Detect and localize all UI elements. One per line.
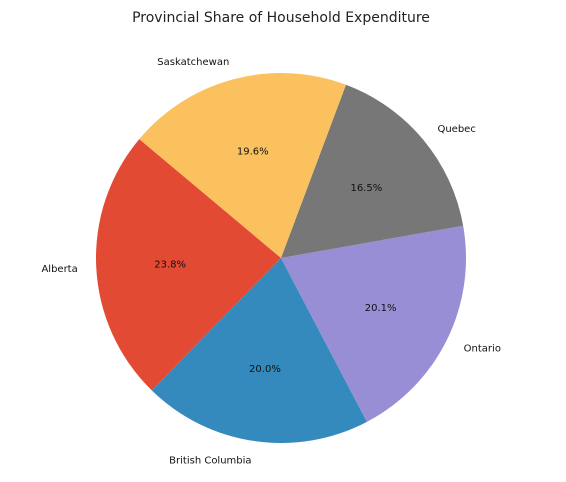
- slice-percent-ontario: 20.1%: [365, 303, 397, 314]
- chart-title: Provincial Share of Household Expenditur…: [132, 10, 430, 26]
- slice-label-quebec: Quebec: [437, 124, 475, 135]
- pie-slice-saskatchewan: [139, 72, 346, 258]
- pie-slice-quebec: [281, 84, 464, 258]
- slice-percent-saskatchewan: 19.6%: [237, 147, 269, 158]
- pie-labels: Alberta British Columbia Ontario Quebec Sask…: [41, 57, 500, 466]
- pie-percent-labels: 23.8% 20.0% 20.1% 16.5% 19.6%: [154, 147, 396, 375]
- pie-slice-british-columbia: [151, 258, 367, 443]
- slice-label-alberta: Alberta: [41, 264, 77, 275]
- slice-label-saskatchewan: Saskatchewan: [157, 57, 229, 68]
- pie-slice-ontario: [281, 225, 467, 422]
- slice-label-british-columbia: British Columbia: [169, 455, 251, 466]
- slice-percent-alberta: 23.8%: [154, 259, 186, 270]
- slice-percent-quebec: 16.5%: [350, 183, 382, 194]
- slice-label-ontario: Ontario: [464, 344, 501, 355]
- pie-slice-alberta: [96, 139, 282, 391]
- pie-slices: [96, 72, 467, 443]
- slice-percent-british-columbia: 20.0%: [249, 364, 281, 375]
